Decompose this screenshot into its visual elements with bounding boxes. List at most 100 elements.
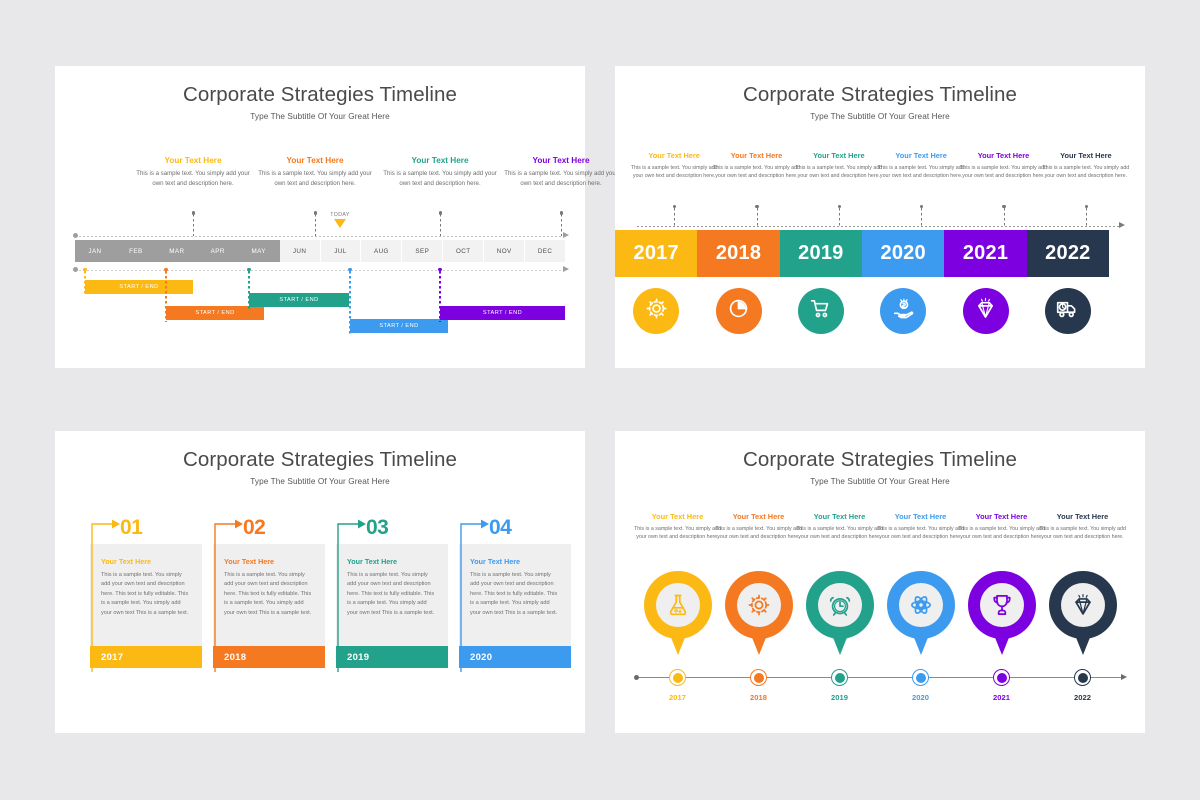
- slide1-blurb-title: Your Text Here: [164, 156, 222, 165]
- card-number: 02: [243, 516, 266, 539]
- icon-circle-group: [615, 288, 1145, 348]
- icon-circle-2020[interactable]: [880, 288, 927, 334]
- delivery-truck-icon: [1055, 296, 1080, 326]
- month-cell-jan[interactable]: JAN: [75, 240, 116, 262]
- card-01[interactable]: 01 Your Text Here This is a sample text. Y…: [90, 517, 202, 672]
- map-pin-2022[interactable]: [1048, 571, 1117, 659]
- card-title: Your Text Here: [224, 557, 275, 566]
- icon-circle-2017[interactable]: [633, 288, 680, 334]
- map-pin-2018[interactable]: [724, 571, 793, 659]
- month-cell-dec[interactable]: DEC: [525, 240, 566, 262]
- bar-start-dot: [164, 268, 168, 272]
- year-label: 2022: [1045, 242, 1091, 264]
- icon-circle-2022[interactable]: [1044, 288, 1091, 334]
- card-year-bar[interactable]: 2020: [459, 646, 571, 668]
- month-cell-oct[interactable]: OCT: [443, 240, 485, 262]
- map-pin-2019[interactable]: [805, 571, 874, 659]
- slide3-header: Corporate Strategies Timeline Type The S…: [55, 448, 585, 485]
- shopping-cart-icon: [808, 296, 833, 326]
- map-pin-2017[interactable]: [643, 571, 712, 659]
- today-marker: TODAY: [320, 212, 360, 228]
- icon-circle-2018[interactable]: [715, 288, 762, 334]
- gear-icon: [736, 583, 781, 627]
- year-segment-2022[interactable]: 2022: [1026, 230, 1109, 277]
- month-cell-jun[interactable]: JUN: [279, 240, 321, 262]
- money-in-hand-icon: [891, 296, 916, 326]
- card-03[interactable]: 03 Your Text Here This is a sample text. Y…: [336, 517, 448, 672]
- timeline-node-2020[interactable]: [912, 669, 929, 686]
- year-segment-2017[interactable]: 2017: [615, 230, 698, 277]
- month-label: JUL: [334, 247, 347, 255]
- month-label: SEP: [415, 247, 430, 255]
- slide2-blurb-4: Your Text Here This is a sample text. You…: [875, 151, 967, 181]
- card-year-bar[interactable]: 2017: [90, 646, 202, 668]
- page-subtitle: Type The Subtitle Of Your Great Here: [250, 111, 390, 121]
- month-cell-aug[interactable]: AUG: [361, 240, 403, 262]
- month-cell-may[interactable]: MAY: [238, 240, 280, 262]
- month-label: DEC: [537, 247, 553, 255]
- map-pin-2020[interactable]: [886, 571, 955, 659]
- gantt-bar-label: START / END: [482, 310, 523, 316]
- month-cell-sep[interactable]: SEP: [402, 240, 444, 262]
- slide4-blurb-1: Your Text Here This is a sample text. You…: [632, 512, 724, 542]
- icon-circle-2021[interactable]: [962, 288, 1009, 334]
- year-segment-2019[interactable]: 2019: [779, 230, 862, 277]
- bar-start-dot: [247, 268, 251, 272]
- slide2-blurb-title: Your Text Here: [730, 151, 783, 160]
- page-title: Corporate Strategies Timeline: [182, 448, 458, 471]
- gantt-bar-5[interactable]: START / END: [440, 306, 565, 320]
- connector-dot: [755, 205, 759, 209]
- map-pin-2021[interactable]: [967, 571, 1036, 659]
- slide2-blurb-group: Your Text Here This is a sample text. You…: [615, 151, 1145, 208]
- bar-start-dot: [438, 268, 442, 272]
- card-arrow-icon: [460, 519, 489, 672]
- axis-end-arrow-icon: [563, 232, 569, 238]
- month-cell-jul[interactable]: JUL: [320, 240, 362, 262]
- slide1-blurb-1: Your Text Here This is a sample text. You…: [133, 156, 253, 189]
- year-segment-2020[interactable]: 2020: [862, 230, 945, 277]
- icon-circle-2019[interactable]: [797, 288, 844, 334]
- month-cell-apr[interactable]: APR: [197, 240, 239, 262]
- year-label: 2019: [798, 242, 844, 264]
- year-label: 2018: [715, 242, 762, 264]
- slide4-blurb-3: Your Text Here This is a sample text. You…: [794, 512, 886, 542]
- card-arrow-icon: [91, 519, 120, 672]
- slide2-blurb-body: This is a sample text. You simply add yo…: [630, 164, 718, 180]
- gantt-bar-4[interactable]: START / END: [350, 319, 448, 333]
- timeline-axis-bottom: [75, 270, 565, 271]
- month-cell-mar[interactable]: MAR: [156, 240, 198, 262]
- card-number: 01: [120, 516, 143, 539]
- card-year-bar[interactable]: 2019: [336, 646, 448, 668]
- month-cell-feb[interactable]: FEB: [115, 240, 157, 262]
- card-04[interactable]: 04 Your Text Here This is a sample text. Y…: [459, 517, 571, 672]
- page-title: Corporate Strategies Timeline: [742, 448, 1018, 471]
- slide4-blurb-5: Your Text Here This is a sample text. You…: [956, 512, 1048, 542]
- flask-icon: [655, 583, 700, 627]
- timeline-node-2017[interactable]: [669, 669, 686, 686]
- year-segment-2021[interactable]: 2021: [944, 230, 1027, 277]
- card-body: Your Text Here This is a sample text. You…: [90, 544, 202, 646]
- timeline-node-2019[interactable]: [831, 669, 848, 686]
- gantt-bar-2[interactable]: START / END: [166, 306, 264, 320]
- month-cell-nov[interactable]: NOV: [484, 240, 526, 262]
- axis-start-dot: [634, 674, 639, 680]
- slide4-blurb-body: This is a sample text. You simply add yo…: [634, 525, 721, 541]
- year-label-2021: 2021: [993, 693, 1010, 702]
- slide2-blurb-body: This is a sample text. You simply add yo…: [1042, 164, 1130, 180]
- year-label-2022: 2022: [1074, 693, 1091, 702]
- card-year-bar[interactable]: 2018: [213, 646, 325, 668]
- gantt-bar-3[interactable]: START / END: [249, 293, 349, 307]
- timeline-node-2021[interactable]: [993, 669, 1010, 686]
- slide-timeline-cards: Corporate Strategies Timeline Type The S…: [55, 431, 585, 733]
- slide4-blurb-title: Your Text Here: [732, 512, 785, 521]
- connector-line: [193, 214, 194, 236]
- gantt-bar-1[interactable]: START / END: [85, 280, 193, 294]
- connector-line: [1085, 208, 1087, 226]
- slide1-blurb-title: Your Text Here: [532, 156, 590, 165]
- card-02[interactable]: 02 Your Text Here This is a sample text. Y…: [213, 517, 325, 672]
- timeline-node-2022[interactable]: [1074, 669, 1091, 686]
- year-label: 2020: [880, 242, 926, 264]
- timeline-node-2018[interactable]: [750, 669, 767, 686]
- year-segment-2018[interactable]: 2018: [697, 230, 780, 277]
- slide4-blurb-title: Your Text Here: [975, 512, 1028, 521]
